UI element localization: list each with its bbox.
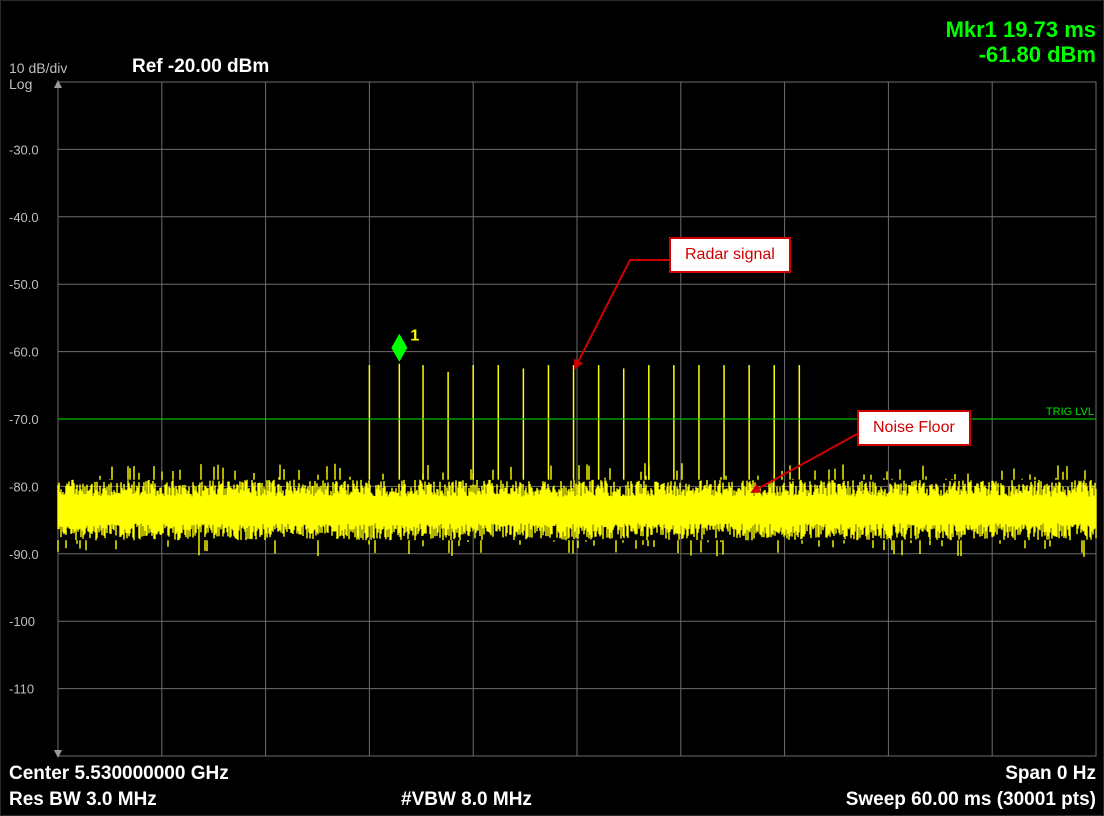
span: Span 0 Hz: [1005, 763, 1096, 784]
y-tick-label: -50.0: [9, 277, 39, 292]
marker-id-label: 1: [410, 328, 419, 345]
callout-noise-floor: Noise Floor: [857, 410, 971, 446]
noise-callout-arrow: [750, 433, 858, 493]
y-tick-label: -90.0: [9, 547, 39, 562]
y-axis-bottom-marker: [54, 750, 62, 758]
y-axis-top-marker: [54, 80, 62, 88]
video-bandwidth: #VBW 8.0 MHz: [401, 789, 532, 810]
y-tick-label: -30.0: [9, 142, 39, 157]
y-tick-label: -80.0: [9, 479, 39, 494]
noise-floor-trace: [57, 463, 1097, 557]
callout-arrows: [574, 259, 858, 493]
y-axis-ticks: -30.0 -40.0 -50.0 -60.0 -70.0 -80.0 -90.0 -100 -…: [9, 142, 39, 696]
marker-readout-level: -61.80 dBm: [978, 42, 1096, 67]
y-tick-label: -100: [9, 614, 35, 629]
radar-pulses: [368, 363, 801, 480]
y-tick-label: -40.0: [9, 210, 39, 225]
trigger-level-label: TRIG LVL: [1046, 406, 1094, 418]
scale-mode-label: Log: [9, 76, 33, 92]
marker-readout-time: Mkr1 19.73 ms: [945, 17, 1096, 42]
sweep-time: Sweep 60.00 ms (30001 pts): [845, 789, 1096, 810]
y-tick-label: -70.0: [9, 412, 39, 427]
noise-trace: [57, 463, 1097, 557]
y-tick-label: -110: [9, 682, 34, 697]
radar-callout-arrow: [574, 259, 669, 370]
scale-label: 10 dB/div: [9, 60, 68, 76]
marker-diamond-icon: [391, 333, 408, 362]
center-frequency: Center 5.530000000 GHz: [9, 763, 229, 784]
callout-radar-signal: Radar signal: [669, 237, 791, 273]
y-tick-label: -60.0: [9, 345, 39, 360]
marker-1: 1: [391, 328, 419, 362]
resolution-bandwidth: Res BW 3.0 MHz: [9, 789, 157, 810]
reference-level: Ref -20.00 dBm: [132, 56, 270, 77]
